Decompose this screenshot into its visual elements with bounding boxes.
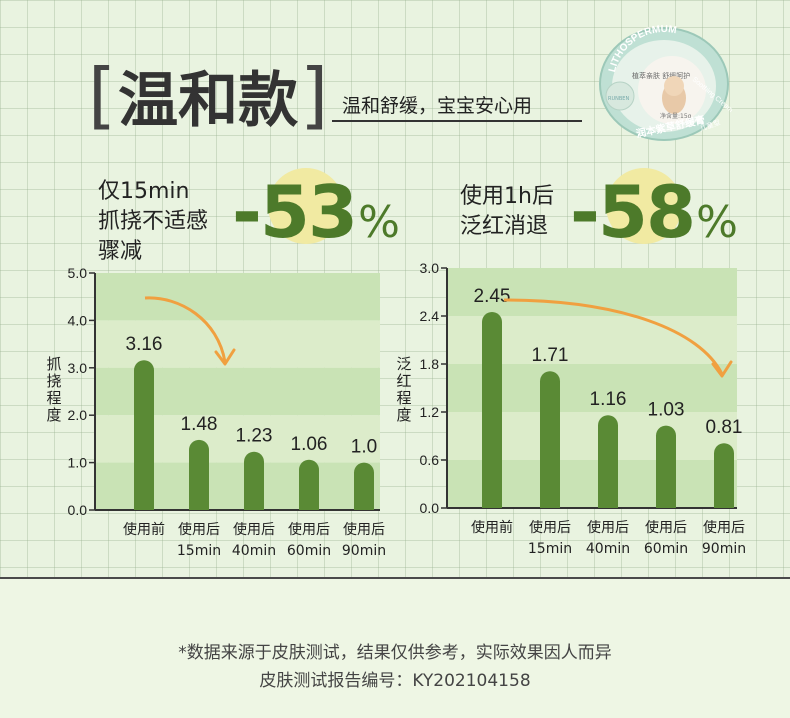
chart-2-ylabel: 泛红程度: [396, 355, 412, 424]
x-category-label: 使用后: [233, 521, 275, 538]
bar: [598, 415, 618, 508]
trend-arrow: [144, 296, 227, 363]
footer-panel: [0, 577, 790, 718]
x-category-label: 90min: [342, 543, 386, 559]
stat-2-value: -58%: [570, 170, 738, 254]
y-tick-label: 0.0: [420, 500, 440, 516]
x-category-label: 90min: [702, 541, 746, 557]
x-category-label: 使用前: [123, 521, 165, 538]
plot-band: [95, 273, 380, 321]
product-weight: 净含量:15g: [660, 112, 692, 120]
bar-value-label: 1.23: [236, 426, 273, 447]
chart-scratching: 0.0 1.0 2.0 3.0 4.0 5.0 3.16 使用前 1.48 使用后 15min 1.2…: [68, 265, 387, 559]
x-category-label: 40min: [232, 543, 276, 559]
bar: [656, 425, 676, 508]
bar: [299, 459, 319, 510]
stat-1-label: 仅15min 抓挠不适感 骤减: [98, 177, 208, 267]
title-text: 温和款: [118, 65, 299, 136]
x-category-label: 使用前: [471, 519, 513, 536]
plot-band: [95, 320, 380, 368]
stat-1-unit: %: [358, 197, 400, 248]
bar: [134, 360, 154, 510]
bar-value-label: 1.0: [351, 437, 377, 458]
product-logo: RUNBEN: [608, 96, 629, 102]
product-tin-image: LITHOSPERMUM Soothing Cream 植萃亲肤 舒缓呵护 RU…: [599, 24, 732, 141]
chart-1-ylabel: 抓挠程度: [46, 355, 62, 424]
bar: [189, 439, 209, 510]
trend-arrow-head: [711, 360, 733, 378]
x-category-label: 使用后: [645, 519, 687, 536]
bar: [540, 371, 560, 508]
x-category-label: 15min: [177, 543, 221, 559]
bar: [714, 443, 734, 508]
x-category-label: 使用后: [703, 519, 745, 536]
bar-value-label: 1.06: [291, 434, 328, 455]
title-bracket-left: [: [88, 53, 117, 137]
stat-2-number: -58: [570, 170, 696, 254]
x-category-label: 15min: [528, 541, 572, 557]
y-tick-label: 1.0: [68, 455, 88, 471]
bar: [354, 462, 374, 510]
stat-2-highlight: [606, 168, 682, 244]
bar-value-label: 3.16: [126, 334, 163, 355]
bar-value-label: 0.81: [706, 417, 743, 438]
page-title: [ 温和款 ]: [88, 53, 328, 137]
bar-value-label: 1.03: [648, 400, 685, 421]
stat-1-highlight: [268, 168, 344, 244]
y-tick-label: 5.0: [68, 265, 88, 281]
footer-note: *数据来源于皮肤测试，结果仅供参考，实际效果因人而异: [178, 643, 612, 663]
stat-2-unit: %: [696, 197, 738, 248]
x-category-label: 使用后: [178, 521, 220, 538]
bar-value-label: 2.45: [474, 286, 511, 307]
stat-2-label: 使用1h后 泛红消退: [460, 182, 554, 242]
x-category-label: 使用后: [587, 519, 629, 536]
stat-2-label-line: 泛红消退: [460, 214, 549, 239]
x-category-label: 使用后: [529, 519, 571, 536]
y-tick-label: 1.2: [420, 404, 440, 420]
stat-1-label-line: 仅15min: [98, 179, 190, 204]
y-tick-label: 2.4: [420, 308, 440, 324]
x-category-label: 使用后: [288, 521, 330, 538]
bar: [482, 312, 502, 508]
x-category-label: 40min: [586, 541, 630, 557]
y-tick-label: 0.0: [68, 502, 88, 518]
y-tick-label: 2.0: [68, 407, 88, 423]
chart-redness: 0.0 0.6 1.2 1.8 2.4 3.0 2.45 使用前 1.71 使用后 15min 1.1…: [420, 260, 747, 557]
stat-1-value: -53%: [232, 170, 400, 254]
bar-value-label: 1.71: [532, 345, 569, 366]
trend-arrow: [503, 298, 724, 375]
footer-report-id: 皮肤测试报告编号：KY202104158: [259, 671, 531, 691]
y-tick-label: 3.0: [420, 260, 440, 276]
y-tick-label: 4.0: [68, 312, 88, 328]
x-category-label: 60min: [287, 543, 331, 559]
title-bracket-right: ]: [300, 53, 329, 137]
trend-arrow-head: [214, 348, 236, 366]
stat-2-label-line: 使用1h后: [460, 184, 554, 209]
bar: [244, 451, 264, 510]
product-tagline: 植萃亲肤 舒缓呵护: [632, 71, 690, 80]
stat-1-label-line: 抓挠不适感: [98, 209, 209, 234]
bar-value-label: 1.16: [590, 389, 627, 410]
y-tick-label: 3.0: [68, 360, 88, 376]
stat-1-label-line: 骤减: [98, 239, 143, 264]
y-tick-label: 0.6: [420, 452, 440, 468]
stat-1-number: -53: [232, 170, 358, 254]
y-tick-label: 1.8: [420, 356, 440, 372]
bar-value-label: 1.48: [181, 414, 218, 435]
page-subtitle: 温和舒缓，宝宝安心用: [332, 88, 582, 122]
x-category-label: 使用后: [343, 521, 385, 538]
x-category-label: 60min: [644, 541, 688, 557]
